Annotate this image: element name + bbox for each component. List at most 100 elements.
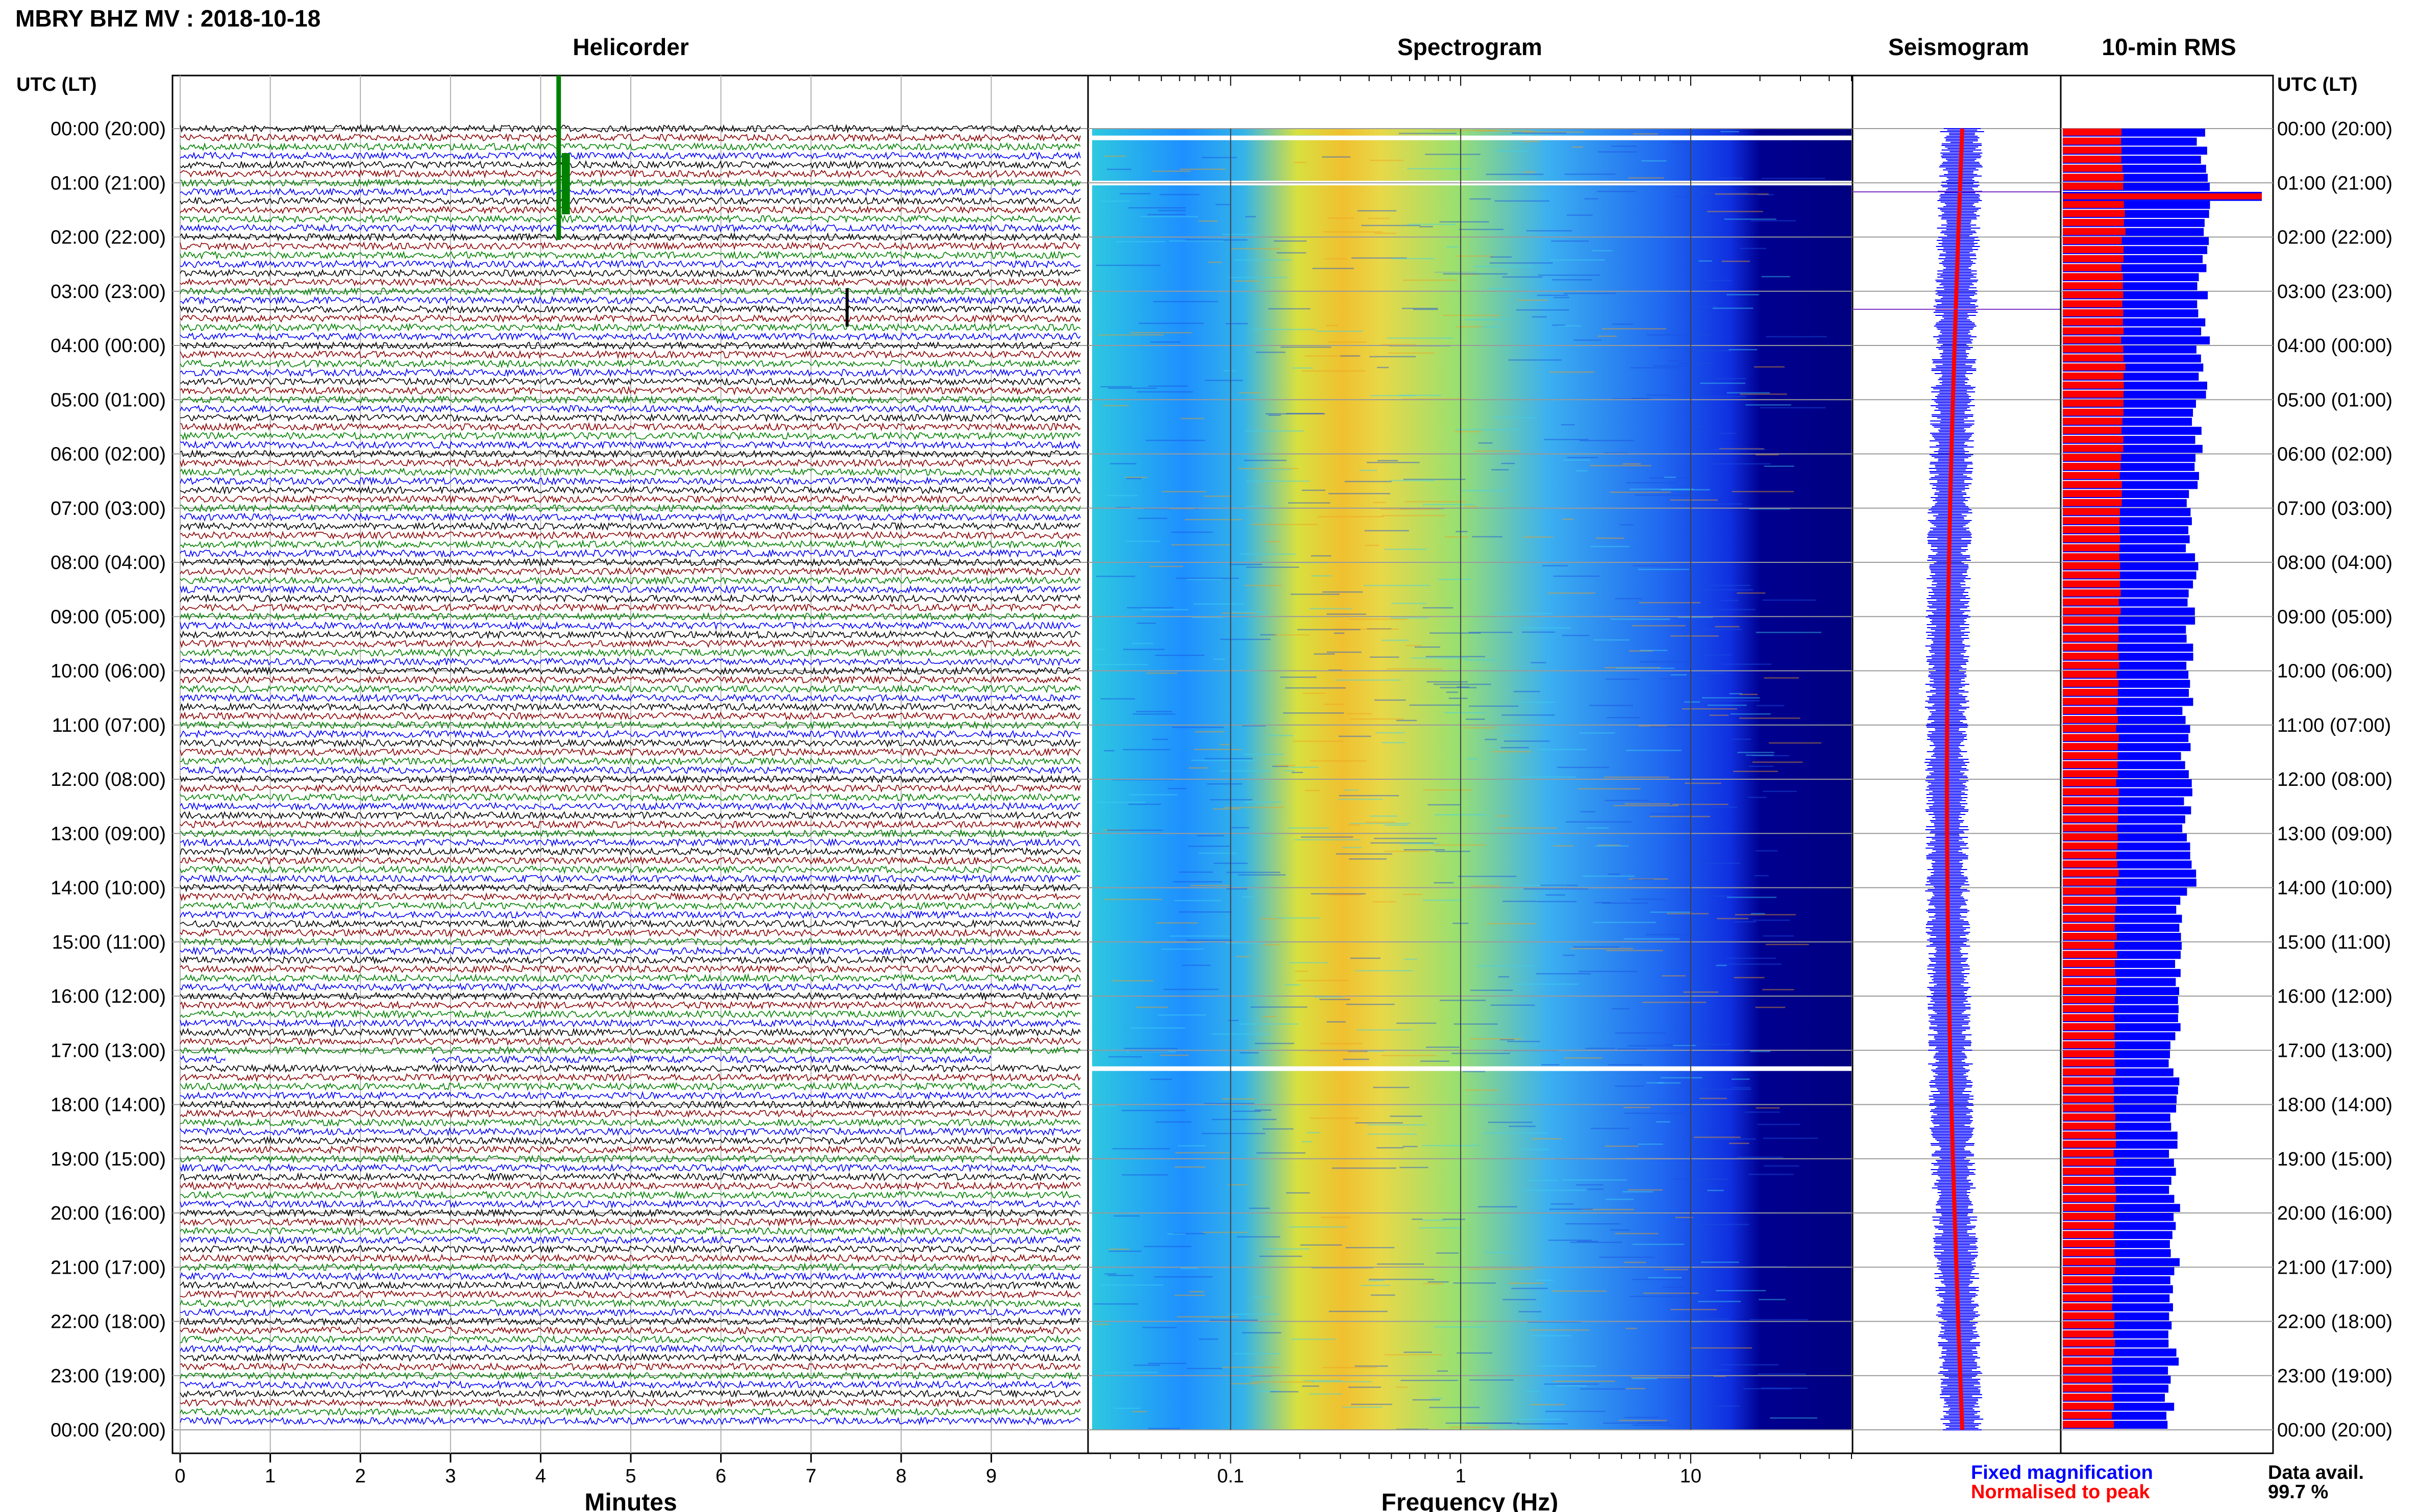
rms-bar-normalised [2063,1041,2115,1049]
helicorder-trace [180,386,1081,395]
spectrogram-streak [1670,142,1702,144]
helicorder-trace [180,1262,1081,1272]
time-label-right: 21:00 (17:00) [2277,1257,2392,1278]
helicorder-trace [180,675,1081,685]
spectrogram-streak [1749,765,1774,767]
rms-title: 10-min RMS [2102,34,2236,60]
spectrogram-streak [1611,145,1637,147]
spectrogram-streak [1222,1098,1255,1100]
rms-bar-normalised [2063,282,2123,289]
spectrogram-streak [1732,491,1794,492]
spectrogram-streak [1500,1039,1515,1040]
spectrogram-streak [1251,1381,1314,1383]
rms-bar-normalised [2063,743,2118,750]
spectrogram-streak [1650,726,1688,728]
spectrogram-streak [1726,957,1776,959]
helicorder-trace [180,539,1081,549]
helicorder-trace [180,413,1081,423]
spectrogram-streak [1384,824,1408,826]
rms-bar-normalised [2063,1158,2116,1166]
helicorder-trace [180,973,1081,983]
spectrogram-streak [1707,1138,1757,1140]
spectrogram-streak [1096,576,1136,577]
helicorder-trace [180,892,1081,902]
spectrogram-streak [1631,1377,1692,1378]
rms-bar-normalised [2063,1384,2113,1392]
spectrogram-streak [1513,1419,1562,1420]
rms-bar-normalised [2063,1095,2114,1103]
spectrogram-streak [1623,938,1680,940]
spectrogram-streak [1396,1386,1408,1388]
time-label-right: 09:00 (05:00) [2277,606,2392,628]
spectrogram-streak [1509,1125,1536,1127]
helicorder-trace [180,1163,1081,1173]
time-axis-right: 00:00 (20:00) 01:00 (21:00) 02:00 (22:00) 0… [2277,118,2392,1441]
spectrogram-streak [1734,977,1765,979]
spectrogram-streak [1587,1188,1604,1190]
spectrogram-streak [1762,599,1816,601]
spectrogram-streak [1289,1226,1347,1228]
helicorder-trace [180,404,1081,414]
spectrogram-streak [1167,788,1187,789]
spectrogram-xlabel: Frequency (Hz) [1381,1489,1559,1512]
rms-bar-normalised [2063,851,2116,859]
spectrogram-title: Spectrogram [1397,34,1542,60]
helicorder-trace [180,792,1081,802]
spectrogram-streak [1213,658,1225,660]
spectrogram-streak [1268,414,1281,416]
spectrogram-streak [1761,1387,1808,1389]
spectrogram-streak [1715,177,1744,179]
spectrogram-streak [1339,735,1371,737]
spectrogram-streak [1632,1378,1658,1379]
spectrogram-streak [1461,490,1508,491]
spectrogram-streak [1571,948,1634,950]
spectrogram-streak [1565,1223,1621,1225]
spectrogram-streak [1230,611,1269,613]
spectrogram-streak [1570,1242,1622,1243]
rms-bar-normalised [2063,463,2121,470]
spectrogram-streak [1210,799,1253,801]
helicorder-trace [180,278,1081,287]
spectrogram-streak [1167,1233,1186,1235]
seismogram-normalised-trace [1945,128,1964,1430]
spectrogram-streak [1642,1001,1707,1003]
spectrogram-streak [1595,845,1629,847]
spectrogram-streak [1437,1370,1448,1372]
spectrogram-streak [1345,1247,1395,1249]
rms-bar-normalised [2063,1367,2113,1374]
helicorder-trace [180,522,1081,531]
spectrogram-streak [1401,308,1438,309]
spectrogram-streak [1322,156,1350,158]
spectrogram-streak [1419,226,1433,228]
rms-bar-normalised [2063,878,2117,886]
seismogram-panel [1852,75,2062,1454]
spectrogram-streak [1547,592,1595,594]
rms-bar-normalised [2063,472,2120,479]
spectrogram-gap [1092,135,1852,140]
spectrogram-streak [1632,879,1654,880]
time-label-right: 01:00 (21:00) [2277,172,2392,194]
minute-tick-label: 8 [896,1466,906,1487]
spectrogram-streak [1251,524,1318,526]
spectrogram-streak [1579,1388,1625,1390]
spectrogram-streak [1327,217,1354,219]
spectrogram-streak [1107,387,1157,389]
spectrogram-streak [1356,1029,1412,1031]
spectrogram-streak [1242,896,1255,898]
spectrogram-streak [1100,200,1130,202]
spectrogram-streak [1765,944,1809,946]
helicorder-trace [180,1226,1081,1236]
spectrogram-streak [1497,827,1557,829]
helicorder-trace [180,1046,1081,1055]
spectrogram-streak [1754,875,1769,877]
spectrogram-streak [1130,1027,1186,1029]
time-label-right: 07:00 (03:00) [2277,498,2392,519]
spectrogram-streak [1370,394,1416,396]
spectrogram-streak [1297,980,1349,981]
spectrogram-streak [1638,1143,1663,1145]
spectrogram-streak [1716,1290,1766,1292]
spectrogram-streak [1743,1388,1792,1390]
spectrogram-streak [1646,1082,1664,1084]
helicorder-trace [180,332,1081,341]
spectrogram-streak [1565,821,1632,823]
